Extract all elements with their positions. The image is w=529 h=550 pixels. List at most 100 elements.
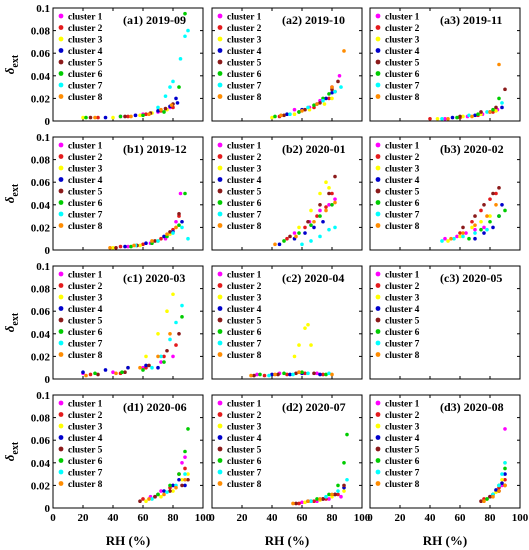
data-point [147, 363, 151, 368]
data-point [330, 492, 334, 497]
data-point [327, 203, 331, 207]
y-axis-subscript: ext [10, 54, 21, 67]
data-point [141, 368, 145, 372]
data-point [497, 186, 501, 190]
y-tick-label: 0.04 [31, 71, 51, 83]
legend-marker [217, 423, 223, 429]
y-tick-label: 0.08 [31, 26, 51, 38]
legend-label: cluster 2 [385, 153, 420, 163]
legend-label: cluster 4 [68, 47, 103, 57]
legend-label: cluster 8 [227, 480, 262, 490]
data-point [277, 242, 282, 247]
data-point [174, 320, 178, 325]
data-point [84, 373, 88, 378]
data-point [147, 112, 151, 117]
data-point [303, 326, 307, 330]
legend-marker [375, 435, 381, 440]
data-point [174, 219, 178, 224]
x-tick-label: 40 [425, 512, 437, 524]
y-axis-symbol: δ [2, 196, 17, 203]
legend-label: cluster 2 [385, 282, 420, 292]
data-point [322, 102, 327, 106]
data-point [452, 236, 456, 241]
data-point [312, 499, 316, 504]
y-tick-label: 0 [45, 374, 51, 386]
data-point [485, 214, 489, 218]
panel-frame [52, 394, 204, 509]
data-point [288, 372, 292, 377]
data-point [327, 186, 331, 190]
y-tick-label: 0.02 [31, 222, 51, 234]
data-point [276, 372, 280, 377]
panel-frame [211, 136, 363, 251]
data-point [491, 107, 495, 112]
y-tick-label: 0.08 [31, 284, 51, 296]
y-axis-symbol: δ [2, 67, 17, 74]
legend-label: cluster 3 [68, 294, 103, 304]
legend-marker [217, 446, 223, 452]
data-point [300, 242, 304, 247]
legend-marker [375, 352, 381, 357]
data-point [479, 219, 483, 224]
data-point [318, 208, 322, 213]
data-point [318, 234, 322, 239]
data-point [500, 472, 504, 476]
x-tick-label: 0 [209, 512, 215, 524]
legend-label: cluster 6 [385, 199, 420, 209]
data-point [183, 449, 187, 454]
data-point [497, 483, 501, 488]
data-point [177, 223, 181, 227]
data-point [321, 219, 325, 224]
data-point [156, 492, 160, 497]
panel-frame [211, 7, 363, 122]
data-point [168, 230, 172, 234]
data-point [318, 214, 322, 218]
data-point [255, 372, 259, 377]
data-point [470, 114, 474, 119]
legend-label: cluster 8 [68, 222, 103, 232]
data-point [315, 102, 319, 106]
data-point [174, 96, 178, 101]
data-point [162, 360, 166, 364]
legend-label: cluster 5 [68, 188, 103, 198]
y-tick-label: 0.04 [31, 200, 51, 212]
data-point [482, 225, 486, 230]
legend-marker [217, 223, 223, 228]
legend-label: cluster 8 [227, 222, 262, 232]
data-point [461, 231, 465, 235]
data-point [168, 483, 172, 488]
legend-marker [58, 469, 64, 475]
legend-label: cluster 6 [385, 70, 420, 80]
data-point [183, 477, 187, 482]
panel-title: (c1) 2020-03 [123, 271, 185, 285]
data-point [476, 112, 480, 117]
data-point [252, 373, 256, 378]
data-point [186, 236, 190, 241]
data-point [183, 455, 187, 459]
data-point [186, 28, 190, 33]
data-point [342, 489, 346, 493]
legend-marker [58, 13, 64, 19]
data-point [249, 373, 253, 378]
data-point [300, 500, 304, 505]
data-point [88, 115, 93, 120]
legend-marker [375, 154, 381, 159]
data-point [111, 245, 115, 250]
y-tick-label: 0.02 [31, 93, 51, 105]
panel-title: (d2) 2020-07 [282, 400, 346, 414]
data-point [458, 234, 462, 239]
data-point [333, 197, 337, 201]
data-point [309, 208, 313, 213]
legend-label: cluster 8 [68, 480, 103, 490]
legend-label: cluster 8 [385, 480, 420, 490]
legend-marker [217, 329, 223, 334]
data-point [485, 227, 489, 232]
legend-label: cluster 5 [227, 317, 262, 327]
legend-marker [217, 306, 223, 311]
data-point [288, 112, 292, 117]
data-point [461, 114, 465, 119]
data-point [318, 203, 322, 207]
legend-marker [58, 165, 64, 171]
